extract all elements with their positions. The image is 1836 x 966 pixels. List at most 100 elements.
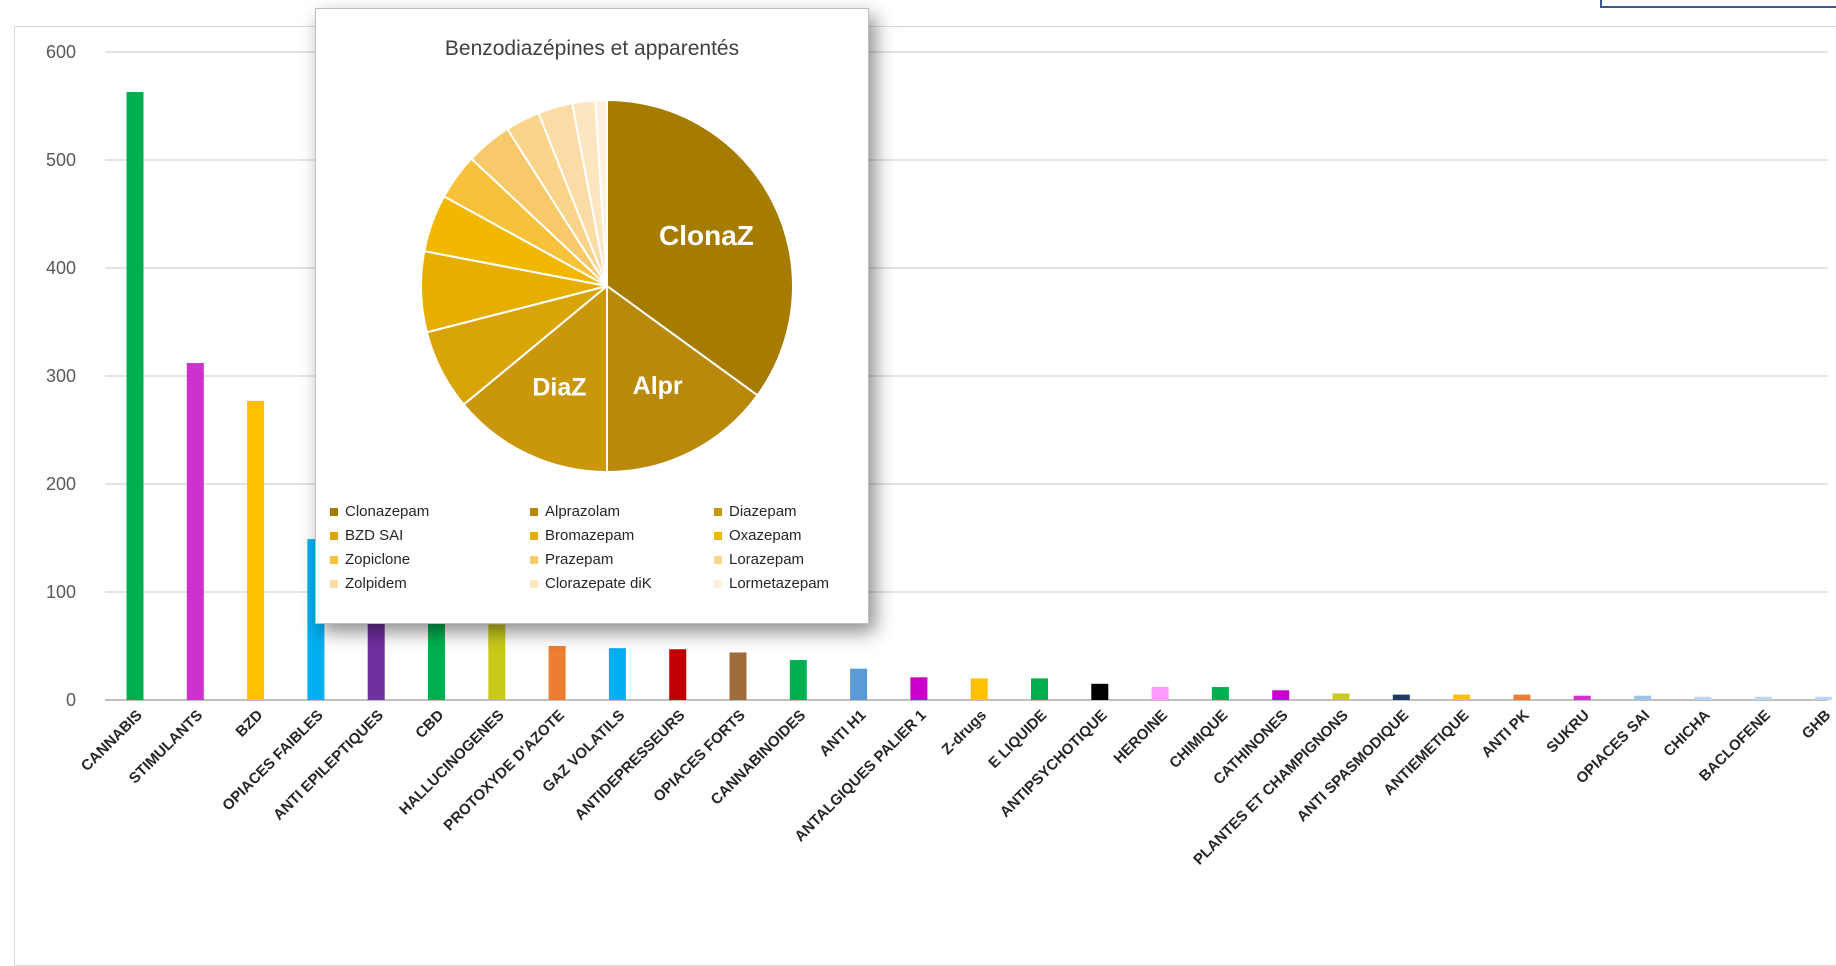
legend-item: Lormetazepam (714, 575, 864, 592)
bar-antalgiques-palier-1 (910, 677, 928, 700)
legend-label: Clonazepam (345, 503, 430, 520)
legend-item: Diazepam (714, 503, 864, 520)
legend-label: Bromazepam (545, 527, 635, 544)
x-tick-label: CHIMIQUE (1166, 707, 1231, 772)
legend-label: Zopiclone (345, 551, 411, 568)
legend-label: Lorazepam (729, 551, 805, 568)
legend-swatch (530, 579, 538, 588)
bar-cannabinoides (789, 660, 807, 700)
bar-heroine (1151, 687, 1169, 700)
bar-anti-pk (1513, 694, 1531, 700)
pie-chart: ClonaZ Alpr DiaZ (420, 98, 794, 474)
x-tick-label: ANTI H1 (816, 707, 869, 760)
bar-chimique (1211, 687, 1229, 700)
bar-cannabis (126, 91, 144, 700)
x-tick-label: OPIACES FAIBLES (219, 707, 327, 815)
bar-chicha (1694, 696, 1712, 700)
legend-item: BZD SAI (330, 527, 530, 544)
x-tick-label: ANTI PK (1478, 707, 1533, 762)
legend-item: Oxazepam (714, 527, 864, 544)
pie-legend: Clonazepam Alprazolam Diazepam BZD SAI Broma… (330, 503, 870, 592)
y-tick-label: 100 (46, 582, 76, 602)
legend-label: Lormetazepam (729, 575, 830, 592)
bar-protoxyde-d-azote (548, 646, 566, 700)
x-tick-label: ANTIDEPRESSEURS (572, 707, 689, 824)
legend-swatch (714, 579, 722, 588)
y-tick-label: 0 (66, 690, 76, 710)
pie-slice-label: DiaZ (532, 374, 586, 402)
bar-plantes-et-champignons (1332, 693, 1350, 700)
bar-antiemetique (1453, 694, 1471, 700)
x-tick-label: SUKRU (1543, 707, 1593, 757)
x-tick-label: CBD (412, 707, 447, 742)
bar-bzd (247, 400, 265, 700)
bar-anti-spasmodique (1392, 694, 1410, 700)
bar-anti-h1 (850, 668, 868, 700)
legend-label: Alprazolam (545, 503, 621, 520)
pie-title: Benzodiazépines et apparentés (444, 37, 740, 60)
legend-item: Zolpidem (330, 575, 530, 592)
benzodiazepine-pie-panel: Benzodiazépines et apparentés ClonaZ Alpr… (315, 8, 869, 624)
legend-label: Prazepam (545, 551, 614, 568)
pie-slice-clonazepam (606, 98, 794, 397)
x-tick-label: CHICHA (1660, 707, 1713, 760)
legend-swatch (330, 555, 338, 564)
legend-item: Prazepam (530, 551, 714, 568)
bar-opiaces-sai (1634, 695, 1651, 700)
pie-slice-label: ClonaZ (659, 220, 754, 251)
y-tick-label: 400 (46, 258, 76, 278)
legend-swatch (714, 555, 722, 564)
legend-label: Zolpidem (345, 575, 407, 592)
bar-hallucinogenes (488, 624, 506, 700)
x-tick-label: HALLUCINOGENES (396, 707, 508, 819)
legend-label: Oxazepam (729, 527, 802, 544)
legend-swatch (714, 507, 722, 516)
bar-opiaces-forts (729, 652, 747, 700)
legend-item: Alprazolam (530, 503, 714, 520)
legend-swatch (330, 531, 338, 540)
legend-swatch (530, 531, 538, 540)
legend-label: Diazepam (729, 503, 797, 520)
x-tick-label: Z-drugs (939, 707, 990, 758)
x-tick-label: GHB (1799, 707, 1835, 743)
bar-ghb (1814, 696, 1832, 700)
bar-gaz-volatils (608, 648, 626, 700)
x-tick-label: ANTIPSYCHOTIQUE (997, 707, 1111, 821)
x-tick-label: BZD (233, 707, 267, 741)
legend-item: Bromazepam (530, 527, 714, 544)
legend-swatch (530, 507, 538, 516)
x-tick-label: ANTI EPILEPTIQUES (270, 707, 387, 824)
bar-cathinones (1272, 690, 1290, 700)
pie-slice-diazepam (462, 283, 608, 474)
bar-sukru (1573, 695, 1591, 700)
bar-cbd (428, 622, 445, 700)
bar-antipsychotique (1091, 683, 1109, 700)
legend-swatch (530, 555, 538, 564)
bar-series (126, 91, 1832, 700)
legend-item: Clorazepate diK (530, 575, 714, 592)
bar-z-drugs (970, 678, 988, 700)
y-tick-label: 200 (46, 474, 76, 494)
legend-item: Clonazepam (330, 503, 530, 520)
legend-label: Clorazepate diK (545, 575, 652, 592)
pie-slice-lormetazepam (594, 98, 608, 287)
x-tick-label: HEROINE (1111, 707, 1171, 767)
pie-slice-label: Alpr (633, 372, 683, 400)
x-tick-label: PROTOXYDE D'AZOTE (440, 707, 568, 835)
y-tick-label: 500 (46, 150, 76, 170)
y-axis-ticks: 0 100 200 300 400 500 600 (46, 42, 76, 710)
x-tick-label: ANTI SPASMODIQUE (1294, 707, 1412, 825)
legend-item: Zopiclone (330, 551, 530, 568)
x-tick-label: E LIQUIDE (985, 707, 1050, 772)
legend-swatch (714, 531, 722, 540)
pie-slice-alprazolam (606, 284, 759, 474)
y-tick-label: 300 (46, 366, 76, 386)
legend-swatch (330, 507, 338, 516)
bar-e-liquide (1031, 678, 1048, 700)
bar-anti-epileptiques (367, 619, 385, 700)
bar-antidepresseurs (669, 649, 687, 700)
bar-baclofene (1754, 696, 1772, 700)
